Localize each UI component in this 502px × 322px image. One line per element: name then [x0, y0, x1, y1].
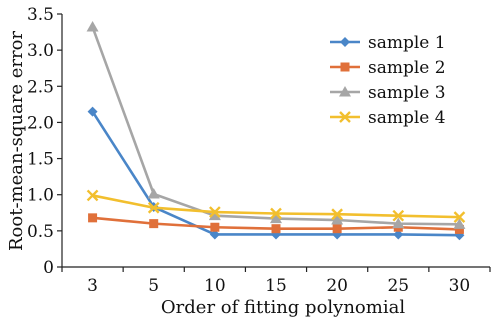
data-point [393, 229, 404, 240]
x-axis-ticks: 3 5 10 15 20 25 30 [61, 267, 491, 296]
x-tick-label: 25 [387, 276, 409, 296]
y-tick-label: 1.0 [27, 186, 54, 206]
legend-label: sample 3 [368, 83, 446, 103]
y-tick-label: 3.5 [27, 5, 54, 25]
legend-marker [339, 111, 351, 123]
legend-label: sample 2 [368, 58, 446, 78]
legend-marker [340, 37, 350, 47]
data-point [270, 207, 282, 220]
legend: sample 1 sample 2 sample 3 sample 4 [330, 33, 446, 128]
data-point [453, 218, 466, 229]
y-axis-ticks: 0 0.5 1.0 1.5 2.0 2.5 3.0 3.5 [27, 5, 62, 278]
plot-series [86, 21, 466, 241]
x-tick-label: 10 [204, 276, 226, 296]
data-point [270, 212, 282, 224]
data-point [392, 209, 405, 222]
legend-marker [340, 62, 350, 72]
legend-entry: sample 2 [330, 58, 446, 78]
y-axis-title: Root-mean-square error [6, 31, 27, 251]
legend-entry: sample 3 [330, 83, 446, 103]
legend-label: sample 4 [368, 108, 446, 128]
y-tick-label: 2.0 [27, 113, 54, 133]
data-point [209, 206, 221, 218]
data-point [332, 224, 342, 234]
y-tick-label: 2.5 [27, 77, 54, 97]
data-point [88, 213, 98, 223]
legend-entry: sample 4 [330, 108, 446, 128]
data-point [271, 224, 281, 234]
data-point [86, 21, 99, 32]
data-point [147, 201, 160, 214]
data-point [331, 208, 343, 221]
x-tick-label: 3 [87, 276, 98, 296]
series-sample-3 [86, 21, 466, 229]
data-point [209, 229, 220, 240]
data-point [87, 106, 98, 117]
y-tick-label: 0.5 [27, 222, 54, 242]
data-point [149, 219, 159, 229]
data-point [147, 187, 160, 199]
x-tick-label: 20 [326, 276, 348, 296]
data-point [454, 224, 464, 234]
x-tick-label: 5 [148, 276, 159, 296]
x-tick-label: 15 [265, 276, 287, 296]
legend-marker [339, 86, 351, 97]
y-tick-label: 1.5 [27, 150, 54, 170]
data-point [453, 211, 466, 223]
y-tick-label: 0 [43, 258, 54, 278]
data-point [210, 222, 220, 232]
data-point [208, 209, 221, 221]
data-point [86, 189, 99, 202]
series-sample-4 [86, 189, 466, 223]
data-point [331, 214, 344, 225]
y-tick-label: 3.0 [27, 41, 54, 61]
legend-entry: sample 1 [330, 33, 446, 53]
x-axis-title: Order of fitting polynomial [161, 297, 405, 318]
legend-label: sample 1 [368, 33, 446, 53]
data-point [392, 217, 405, 229]
x-tick-label: 30 [449, 276, 471, 296]
